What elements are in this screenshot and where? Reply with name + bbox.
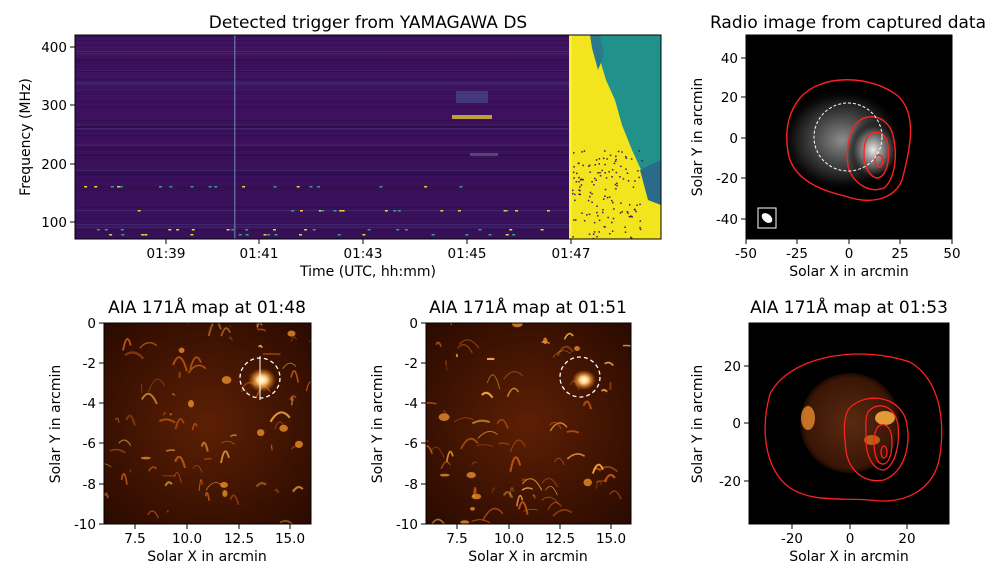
y-tick-label: -6 bbox=[83, 436, 96, 452]
beam-ellipse bbox=[761, 213, 773, 223]
y-axis-label: Frequency (MHz) bbox=[18, 78, 34, 196]
y-tick-label: 20 bbox=[721, 90, 738, 106]
y-tick-label: 300 bbox=[41, 98, 67, 114]
x-axis-label: Time (UTC, hh:mm) bbox=[299, 264, 436, 280]
radio-image-panel: Radio image from captured data 40 20 0 -… bbox=[690, 13, 986, 280]
x-tick-label: 10.0 bbox=[172, 531, 202, 547]
radio-title: Radio image from captured data bbox=[710, 13, 986, 33]
y-tick-label: -20 bbox=[716, 171, 738, 187]
radio-y-axis: 40 20 0 -20 -40 Solar Y in arcmin bbox=[690, 51, 746, 228]
aia-0148-x-axis: 7.5 10.0 12.5 15.0 Solar X in arcmin bbox=[124, 524, 305, 565]
radio-contour-core bbox=[874, 154, 884, 168]
y-tick-label: -20 bbox=[719, 474, 741, 490]
solar-limb-circle bbox=[813, 102, 883, 172]
spectrogram-x-axis: 01:39 01:41 01:43 01:45 01:47 Time (UTC,… bbox=[147, 239, 591, 280]
spectrogram-y-axis: 100 200 300 400 Frequency (MHz) bbox=[18, 40, 75, 231]
aia-0148-panel: AIA 171Å map at 01:48 0 -2 -4 -6 -8 -10 … bbox=[48, 296, 312, 565]
y-tick-label: 100 bbox=[41, 215, 67, 231]
aia-0151-frame bbox=[425, 322, 632, 525]
radio-image bbox=[746, 35, 952, 239]
radio-contour-outer bbox=[786, 79, 912, 201]
x-tick-label: -20 bbox=[781, 531, 803, 547]
spectrogram-frame bbox=[74, 34, 662, 240]
contour-4 bbox=[873, 423, 893, 465]
x-axis-label: Solar X in arcmin bbox=[789, 264, 909, 280]
aia-0153-title: AIA 171Å map at 01:53 bbox=[750, 296, 948, 318]
y-tick-label: 20 bbox=[724, 359, 741, 375]
y-tick-label: -8 bbox=[405, 477, 418, 493]
contour-2 bbox=[843, 397, 909, 482]
aia-0153-panel: AIA 171Å map at 01:53 20 0 -20 Solar Y i… bbox=[690, 296, 950, 565]
y-tick-label: 0 bbox=[732, 416, 741, 432]
aia-0148-y-axis: 0 -2 -4 -6 -8 -10 Solar Y in arcmin bbox=[48, 316, 104, 533]
radio-x-axis: -50 -25 0 25 50 Solar X in arcmin bbox=[735, 239, 961, 280]
aia-0151-y-axis: 0 -2 -4 -6 -8 -10 Solar Y in arcmin bbox=[370, 316, 426, 533]
spectrogram-title: Detected trigger from YAMAGAWA DS bbox=[209, 13, 527, 33]
contour-outer bbox=[764, 353, 943, 502]
x-tick-label: 01:39 bbox=[147, 246, 186, 262]
x-tick-label: 01:47 bbox=[552, 246, 591, 262]
spectrogram-panel: Detected trigger from YAMAGAWA DS 100 20… bbox=[18, 13, 662, 280]
x-tick-label: 0 bbox=[846, 531, 855, 547]
y-axis-label: Solar Y in arcmin bbox=[370, 365, 386, 483]
x-tick-label: 7.5 bbox=[446, 531, 467, 547]
aia-0153-image bbox=[749, 323, 949, 524]
x-tick-label: 01:41 bbox=[240, 246, 279, 262]
y-tick-label: -10 bbox=[74, 517, 96, 533]
x-tick-label: 25 bbox=[891, 246, 908, 262]
y-tick-label: -4 bbox=[83, 396, 96, 412]
spectrogram-image bbox=[75, 35, 661, 240]
x-tick-label: 12.5 bbox=[224, 531, 254, 547]
x-tick-label: -25 bbox=[786, 246, 808, 262]
y-tick-label: 0 bbox=[409, 316, 418, 332]
y-tick-label: -8 bbox=[83, 477, 96, 493]
y-tick-label: -6 bbox=[405, 436, 418, 452]
aia-0148-title: AIA 171Å map at 01:48 bbox=[108, 296, 306, 318]
aia-0151-image bbox=[426, 323, 631, 524]
x-tick-label: 0 bbox=[845, 246, 854, 262]
x-tick-label: 50 bbox=[943, 246, 960, 262]
radio-contour-inner bbox=[863, 131, 890, 179]
x-tick-label: 12.5 bbox=[545, 531, 575, 547]
x-tick-label: 15.0 bbox=[596, 531, 626, 547]
y-tick-label: -40 bbox=[716, 212, 738, 228]
y-tick-label: 0 bbox=[729, 131, 738, 147]
aia-0153-y-axis: 20 0 -20 Solar Y in arcmin bbox=[690, 359, 749, 490]
x-axis-label: Solar X in arcmin bbox=[789, 549, 909, 565]
y-tick-label: 40 bbox=[721, 51, 738, 67]
aia-0148-frame bbox=[103, 322, 312, 525]
y-axis-label: Solar Y in arcmin bbox=[48, 365, 64, 483]
x-tick-label: -50 bbox=[735, 246, 757, 262]
y-tick-label: -10 bbox=[396, 517, 418, 533]
aia-0151-x-axis: 7.5 10.0 12.5 15.0 Solar X in arcmin bbox=[446, 524, 626, 565]
aia-0151-title: AIA 171Å map at 01:51 bbox=[429, 296, 627, 318]
y-tick-label: 0 bbox=[87, 316, 96, 332]
x-tick-label: 01:43 bbox=[344, 246, 383, 262]
aia-0151-panel: AIA 171Å map at 01:51 0 -2 -4 -6 -8 -10 … bbox=[370, 296, 632, 565]
x-tick-label: 15.0 bbox=[275, 531, 305, 547]
aia-0148-image bbox=[104, 323, 311, 524]
marked-region-circle bbox=[559, 356, 601, 398]
contour-3 bbox=[865, 405, 900, 471]
y-axis-label: Solar Y in arcmin bbox=[690, 365, 706, 483]
coronal-loops bbox=[104, 323, 311, 524]
y-tick-label: -2 bbox=[405, 356, 418, 372]
aia-0153-x-axis: -20 0 20 Solar X in arcmin bbox=[781, 524, 916, 565]
coronal-loops bbox=[426, 323, 631, 524]
x-tick-label: 7.5 bbox=[124, 531, 145, 547]
y-axis-label: Solar Y in arcmin bbox=[690, 78, 706, 196]
x-axis-label: Solar X in arcmin bbox=[468, 549, 588, 565]
y-tick-label: -2 bbox=[83, 356, 96, 372]
x-tick-label: 10.0 bbox=[494, 531, 524, 547]
y-tick-label: 400 bbox=[41, 40, 67, 56]
x-axis-label: Solar X in arcmin bbox=[147, 549, 267, 565]
radio-contour-mid bbox=[846, 116, 896, 191]
contour-core bbox=[880, 445, 888, 459]
x-tick-label: 20 bbox=[898, 531, 915, 547]
y-tick-label: 200 bbox=[41, 157, 67, 173]
x-tick-label: 01:45 bbox=[448, 246, 487, 262]
beam-box bbox=[757, 207, 777, 229]
y-tick-label: -4 bbox=[405, 396, 418, 412]
